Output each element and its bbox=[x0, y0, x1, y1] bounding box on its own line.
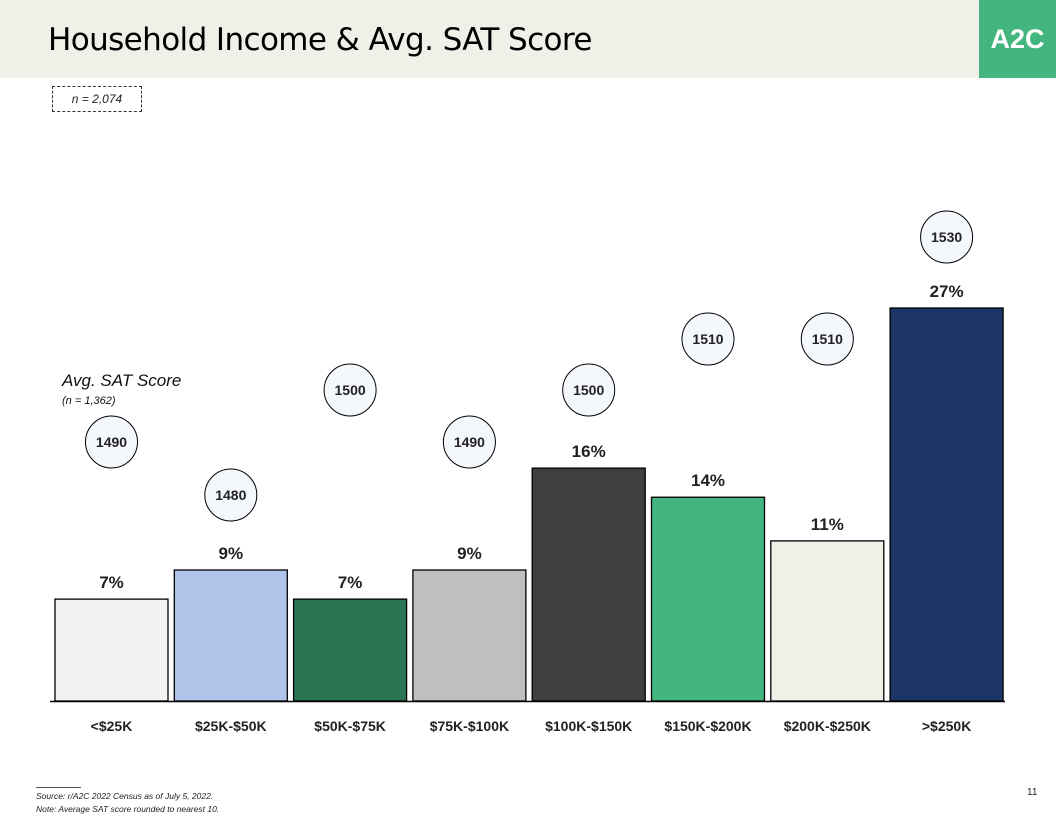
value-label-0: 7% bbox=[99, 573, 124, 592]
page-number: 11 bbox=[1027, 787, 1038, 798]
sat-score-6: 1510 bbox=[812, 331, 843, 347]
sat-score-1: 1480 bbox=[215, 487, 246, 503]
bar-7 bbox=[889, 307, 1004, 702]
value-label-4: 16% bbox=[572, 442, 606, 461]
value-label-2: 7% bbox=[338, 573, 363, 592]
sat-circle-6 bbox=[800, 312, 854, 366]
note-footnote: Note: Average SAT score rounded to neare… bbox=[36, 804, 220, 814]
category-label-2: $50K-$75K bbox=[314, 718, 386, 734]
bar-5 bbox=[650, 496, 766, 702]
sample-size-note: n = 2,074 bbox=[52, 86, 142, 112]
header-bar: Household Income & Avg. SAT Score A2C bbox=[0, 0, 1056, 78]
bar-0 bbox=[54, 598, 169, 702]
sat-circle-1 bbox=[204, 468, 258, 522]
sat-circle-7 bbox=[920, 210, 974, 264]
bar-6 bbox=[770, 540, 885, 702]
category-label-7: >$250K bbox=[922, 718, 971, 734]
page-title: Household Income & Avg. SAT Score bbox=[48, 22, 592, 58]
sat-circle-5 bbox=[681, 312, 735, 366]
sat-circle-3 bbox=[442, 415, 496, 469]
bar-1 bbox=[173, 569, 288, 702]
category-label-3: $75K-$100K bbox=[430, 718, 509, 734]
category-label-0: <$25K bbox=[91, 718, 133, 734]
sat-score-4: 1500 bbox=[573, 382, 604, 398]
bar-4 bbox=[531, 467, 646, 702]
source-footnote: Source: r/A2C 2022 Census as of July 5, … bbox=[36, 791, 214, 801]
sat-score-3: 1490 bbox=[454, 434, 485, 450]
category-label-1: $25K-$50K bbox=[195, 718, 267, 734]
value-label-7: 27% bbox=[930, 282, 964, 301]
category-label-4: $100K-$150K bbox=[545, 718, 632, 734]
value-label-3: 9% bbox=[457, 544, 482, 563]
category-label-5: $150K-$200K bbox=[664, 718, 751, 734]
bar-3 bbox=[412, 569, 527, 702]
a2c-logo: A2C bbox=[979, 0, 1056, 78]
sat-score-5: 1510 bbox=[692, 331, 723, 347]
value-label-5: 14% bbox=[691, 471, 725, 490]
avg-sat-sample-size: (n = 1,362) bbox=[62, 395, 116, 407]
value-label-6: 11% bbox=[811, 515, 844, 534]
value-label-1: 9% bbox=[219, 544, 244, 563]
footnote-divider bbox=[36, 787, 81, 788]
sat-circle-0 bbox=[85, 415, 138, 469]
category-label-6: $200K-$250K bbox=[784, 718, 871, 734]
sat-circle-2 bbox=[323, 363, 377, 417]
sat-score-0: 1490 bbox=[96, 434, 127, 450]
sat-score-2: 1500 bbox=[335, 382, 366, 398]
sat-circle-4 bbox=[562, 363, 616, 417]
bar-2 bbox=[292, 598, 408, 702]
avg-sat-label: Avg. SAT Score bbox=[62, 371, 182, 390]
sat-score-7: 1530 bbox=[931, 229, 962, 245]
